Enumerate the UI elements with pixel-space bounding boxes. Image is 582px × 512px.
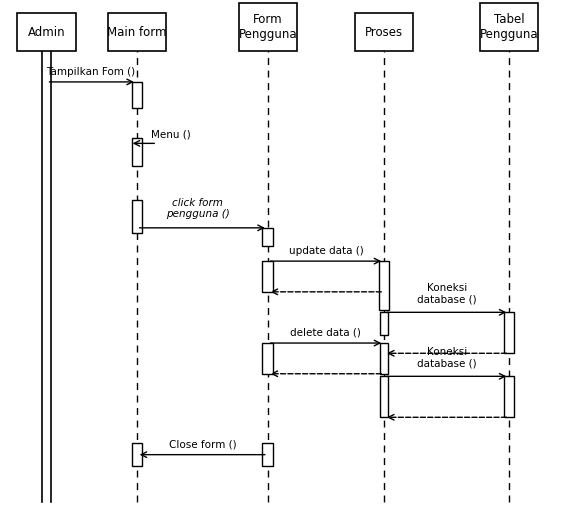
Bar xyxy=(380,343,388,374)
Bar xyxy=(132,82,142,108)
Text: delete data (): delete data () xyxy=(290,328,361,338)
Text: Form
Pengguna: Form Pengguna xyxy=(239,13,297,41)
Bar xyxy=(262,261,273,292)
Bar xyxy=(108,13,166,51)
Bar xyxy=(17,13,76,51)
Bar xyxy=(132,138,142,166)
Bar xyxy=(379,261,389,310)
Text: update data (): update data () xyxy=(289,246,363,256)
Text: Koneksi
database (): Koneksi database () xyxy=(417,347,477,368)
Bar xyxy=(380,376,388,417)
Text: Tampilkan Fom (): Tampilkan Fom () xyxy=(45,67,135,77)
Bar xyxy=(380,312,388,335)
Bar xyxy=(132,443,142,466)
Text: Main form: Main form xyxy=(107,26,166,38)
Text: Koneksi
database (): Koneksi database () xyxy=(417,283,477,304)
Bar xyxy=(504,376,514,417)
Text: Menu (): Menu () xyxy=(151,129,191,139)
Text: click form
pengguna (): click form pengguna () xyxy=(166,198,230,219)
Text: Close form (): Close form () xyxy=(169,439,236,450)
Text: Proses: Proses xyxy=(365,26,403,38)
Bar xyxy=(262,228,273,246)
Bar xyxy=(132,200,142,233)
Text: Admin: Admin xyxy=(28,26,65,38)
Bar xyxy=(239,3,297,51)
Bar xyxy=(480,3,538,51)
Bar xyxy=(262,343,273,374)
Text: Tabel
Pengguna: Tabel Pengguna xyxy=(480,13,538,41)
Bar xyxy=(262,443,273,466)
Bar xyxy=(355,13,413,51)
Bar xyxy=(504,312,514,353)
